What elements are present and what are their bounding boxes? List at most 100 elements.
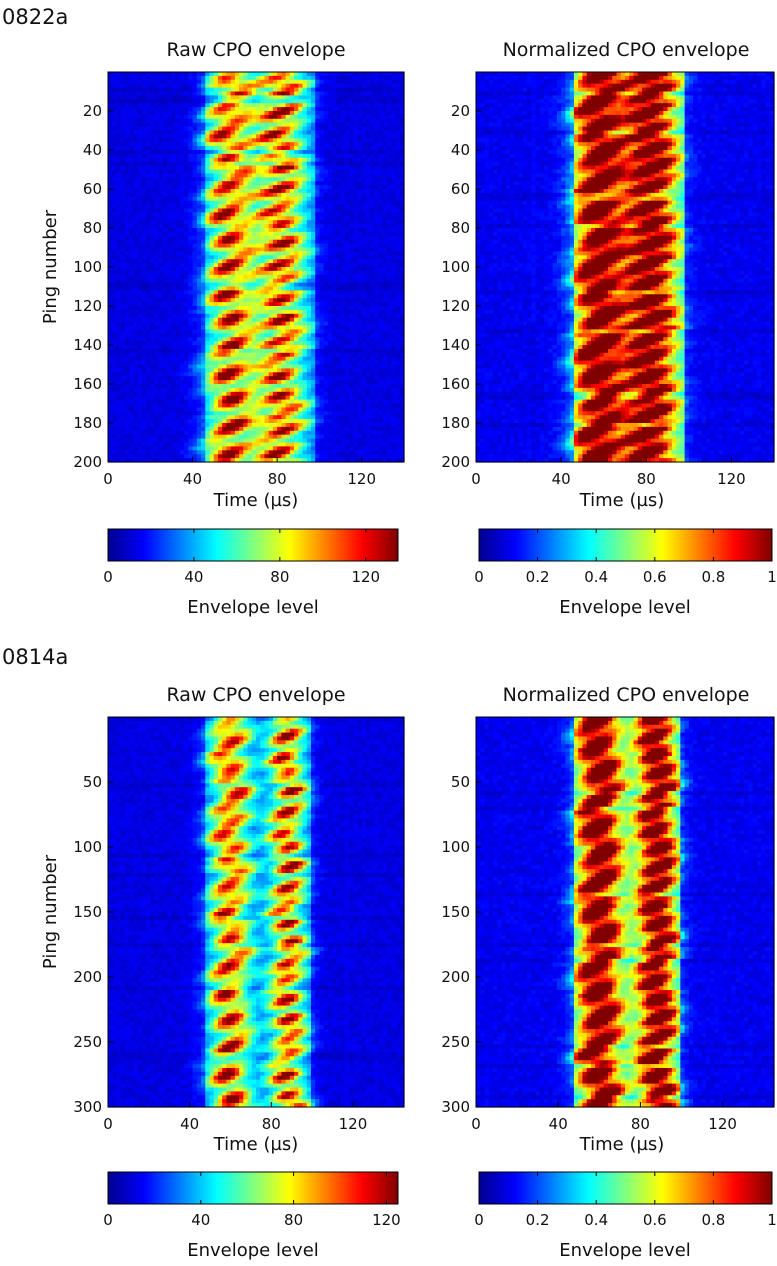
heatmap-cell	[129, 345, 134, 350]
heatmap-cell	[340, 169, 346, 174]
heatmap-cell	[399, 337, 405, 342]
heatmap-cell	[256, 134, 261, 139]
heatmap-cell	[196, 173, 202, 178]
heatmap-cell	[251, 91, 257, 96]
heatmap-cell	[116, 337, 122, 342]
heatmap-cell	[120, 282, 126, 288]
heatmap-cell	[247, 337, 253, 342]
heatmap-cell	[226, 173, 232, 178]
heatmap-cell	[222, 134, 227, 139]
heatmap-cell	[353, 200, 359, 206]
heatmap-cell	[146, 290, 151, 295]
heatmap-cell	[188, 169, 194, 174]
heatmap-cell	[365, 239, 371, 245]
heatmap-cell	[268, 134, 274, 139]
heatmap-cell	[239, 313, 244, 319]
heatmap-cell	[277, 282, 282, 288]
heatmap-cell	[192, 185, 198, 190]
heatmap-cell	[353, 306, 359, 311]
heatmap-cell	[302, 228, 308, 233]
heatmap-cell	[129, 169, 134, 174]
heatmap-cell	[323, 337, 329, 342]
heatmap-cell	[391, 169, 397, 174]
heatmap-cell	[179, 220, 185, 225]
heatmap-cell	[141, 189, 147, 194]
heatmap-cell	[217, 267, 223, 272]
heatmap-cell	[382, 153, 388, 159]
heatmap-cell	[205, 72, 211, 77]
heatmap-cell	[344, 255, 350, 260]
heatmap-cell	[336, 130, 342, 135]
heatmap-cell	[285, 321, 291, 327]
heatmap-cell	[108, 95, 113, 100]
heatmap-cell	[349, 251, 354, 256]
heatmap-cell	[116, 290, 122, 295]
heatmap-cell	[310, 309, 316, 315]
heatmap-cell	[268, 286, 274, 291]
heatmap-cell	[285, 153, 291, 159]
heatmap-cell	[120, 153, 126, 159]
heatmap-cell	[201, 270, 206, 276]
heatmap-cell	[188, 146, 194, 151]
heatmap-cell	[260, 298, 266, 303]
heatmap-cell	[319, 169, 325, 174]
heatmap-cell	[167, 134, 173, 139]
heatmap-cell	[247, 134, 253, 139]
heatmap-cell	[387, 72, 392, 77]
heatmap-cell	[294, 122, 299, 128]
heatmap-cell	[382, 282, 388, 288]
heatmap-cell	[192, 208, 198, 213]
heatmap-cell	[167, 99, 173, 104]
heatmap-cell	[298, 169, 304, 174]
heatmap-cell	[133, 83, 139, 89]
heatmap-cell	[298, 329, 304, 334]
heatmap-cell	[306, 298, 312, 303]
heatmap-cell	[382, 161, 388, 167]
heatmap-cell	[171, 72, 177, 77]
heatmap-cell	[175, 185, 181, 190]
heatmap-cell	[357, 126, 363, 132]
heatmap-cell	[268, 309, 274, 315]
heatmap-cell	[302, 204, 308, 210]
heatmap-cell	[188, 247, 194, 252]
heatmap-cell	[387, 267, 392, 272]
heatmap-cell	[336, 302, 342, 307]
heatmap-cell	[230, 134, 236, 139]
heatmap-cell	[306, 290, 312, 295]
heatmap-cell	[319, 247, 325, 252]
heatmap-cell	[340, 220, 346, 225]
heatmap-cell	[171, 118, 177, 124]
heatmap-cell	[124, 189, 130, 194]
heatmap-cell	[272, 165, 278, 171]
heatmap-cell	[205, 243, 211, 249]
heatmap-cell	[349, 333, 354, 338]
heatmap-cell	[192, 317, 198, 323]
heatmap-cell	[294, 130, 299, 135]
heatmap-cell	[129, 294, 134, 299]
heatmap-cell	[226, 247, 232, 252]
heatmap-cell	[306, 313, 312, 319]
heatmap-cell	[124, 169, 130, 174]
heatmap-cell	[391, 204, 397, 210]
heatmap-cell	[184, 75, 189, 81]
heatmap-cell	[298, 126, 304, 132]
heatmap-cell	[260, 95, 266, 100]
heatmap-cell	[162, 79, 168, 85]
heatmap-cell	[171, 278, 177, 284]
heatmap-cell	[332, 247, 337, 252]
heatmap-cell	[213, 333, 219, 338]
heatmap-cell	[247, 278, 253, 284]
heatmap-cell	[349, 161, 354, 167]
heatmap-cell	[167, 200, 173, 206]
heatmap-cell	[365, 169, 371, 174]
heatmap-cell	[315, 329, 321, 334]
heatmap-cell	[226, 204, 232, 210]
heatmap-cell	[184, 177, 189, 182]
heatmap-cell	[323, 95, 329, 100]
heatmap-cell	[196, 177, 202, 182]
heatmap-cell	[201, 79, 206, 85]
heatmap-cell	[158, 118, 164, 124]
heatmap-cell	[365, 153, 371, 159]
heatmap-cell	[112, 72, 118, 77]
heatmap-cell	[327, 255, 333, 260]
